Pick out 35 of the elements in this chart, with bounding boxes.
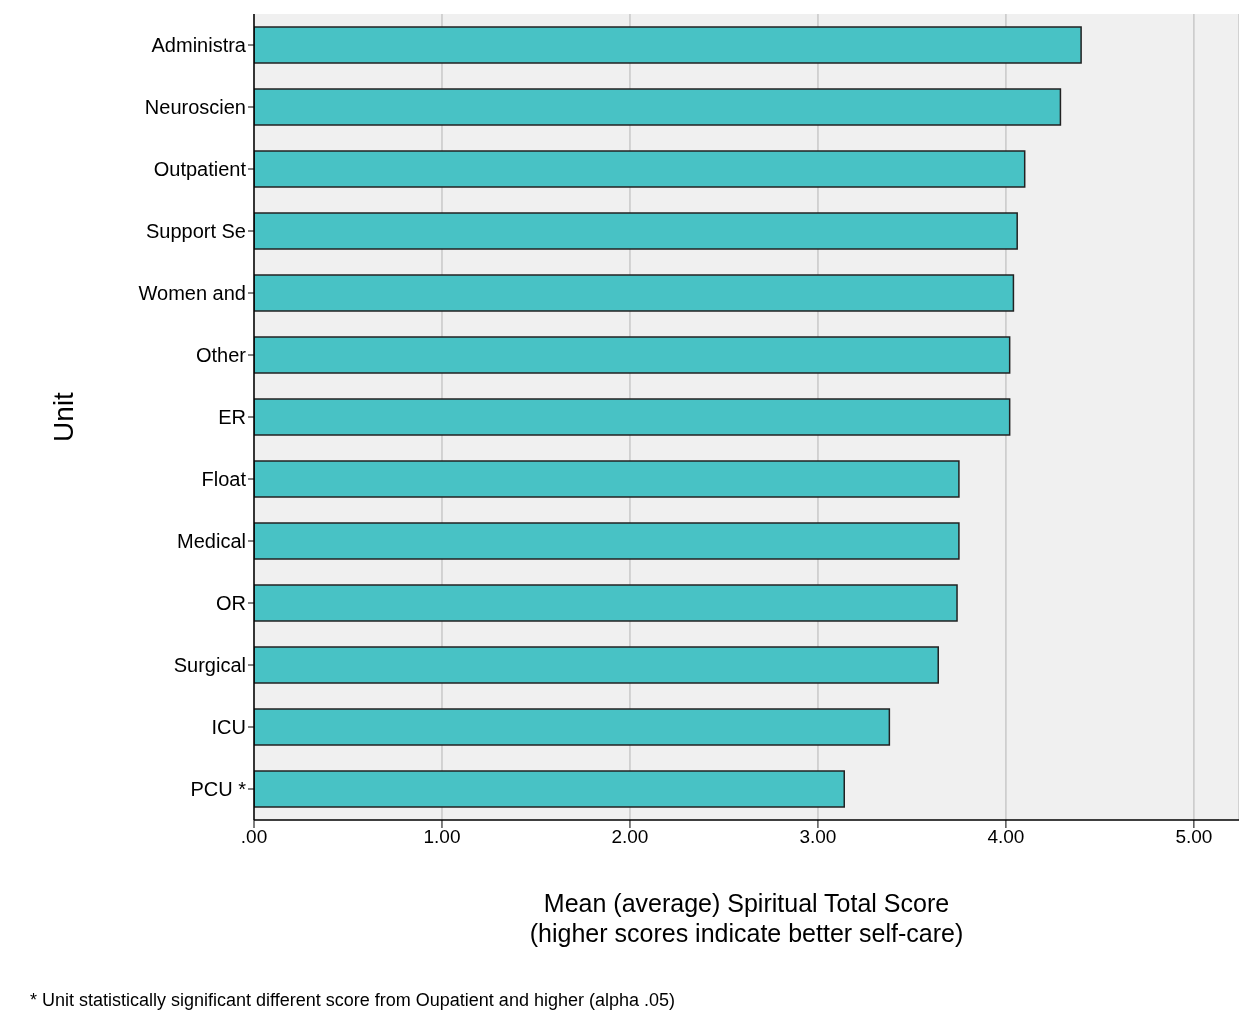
x-tick-label: .00 bbox=[240, 826, 268, 848]
y-axis-title: Unit bbox=[48, 391, 79, 442]
y-tick-label: Administra bbox=[151, 34, 247, 57]
bar bbox=[254, 212, 1018, 250]
y-tick-label: ER bbox=[218, 406, 246, 429]
bar bbox=[254, 584, 958, 622]
bar bbox=[254, 460, 960, 498]
y-tick-label: OR bbox=[216, 592, 246, 615]
x-tick-label: 5.00 bbox=[1175, 826, 1213, 848]
x-axis-title: Mean (average) Spiritual Total Score (higher scores indicate better self-care) bbox=[529, 889, 964, 947]
bar bbox=[254, 88, 1062, 126]
bar bbox=[254, 26, 1082, 64]
text: * Unit statistically significant different score from Oupatient and higher (alpha .05) bbox=[30, 990, 676, 1011]
y-tick-label: Outpatient bbox=[153, 158, 247, 181]
x-tick-label: 2.00 bbox=[611, 826, 649, 848]
y-tick-label: Neuroscien bbox=[144, 96, 246, 119]
bar bbox=[254, 708, 891, 746]
y-tick-label: Float bbox=[201, 468, 247, 491]
bar bbox=[254, 522, 960, 560]
y-tick-label: Women and bbox=[138, 282, 246, 305]
bar bbox=[254, 646, 939, 684]
bar bbox=[254, 398, 1011, 436]
x-tick-label: 1.00 bbox=[423, 826, 461, 848]
y-tick-label: PCU * bbox=[190, 778, 247, 801]
y-tick-label: Medical bbox=[177, 530, 246, 553]
y-tick-label: Surgical bbox=[173, 654, 246, 677]
bar bbox=[254, 336, 1011, 374]
x-tick-label: 3.00 bbox=[799, 826, 837, 848]
y-tick-label: Support Se bbox=[145, 220, 246, 243]
y-tick-label: ICU bbox=[211, 716, 246, 739]
bar bbox=[254, 770, 845, 808]
y-tick-label: Other bbox=[195, 344, 247, 367]
x-tick-label: 4.00 bbox=[987, 826, 1025, 848]
bar bbox=[254, 150, 1026, 188]
bar bbox=[254, 274, 1015, 312]
